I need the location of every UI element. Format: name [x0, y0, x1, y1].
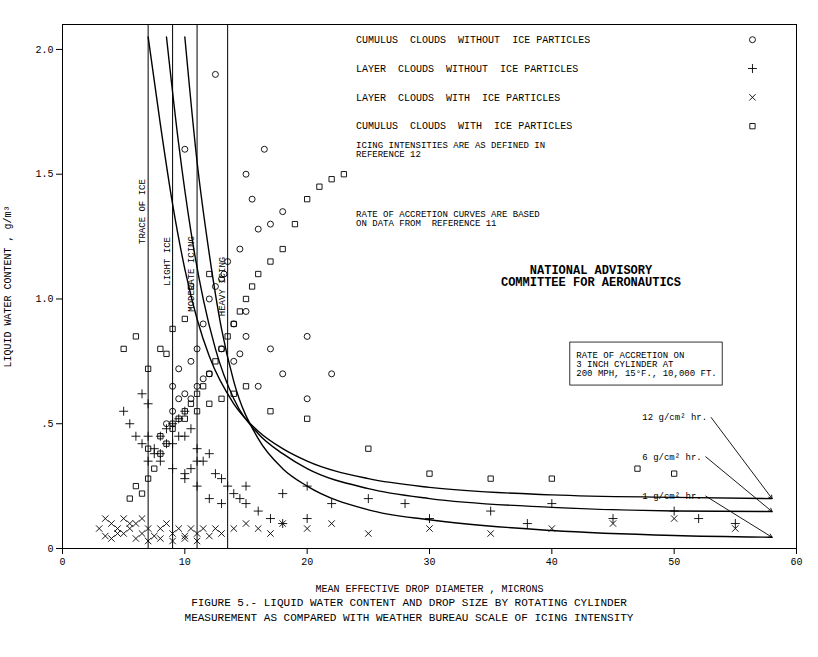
svg-text:40: 40 [546, 557, 558, 568]
svg-text:TRACE OF ICE: TRACE OF ICE [138, 179, 148, 244]
svg-text:0: 0 [59, 557, 65, 568]
svg-text:LIQUID WATER CONTENT , g/m³: LIQUID WATER CONTENT , g/m³ [3, 205, 14, 367]
svg-text:HEAVY ICING: HEAVY ICING [218, 257, 228, 316]
svg-text:0: 0 [47, 544, 53, 555]
svg-text:RATE OF ACCRETION ON3 INCH CYL: RATE OF ACCRETION ON3 INCH CYLINDER AT20… [576, 351, 716, 379]
svg-text:12 g/cm² hr.: 12 g/cm² hr. [642, 413, 707, 423]
svg-text:50: 50 [668, 557, 680, 568]
svg-text:LAYER CLOUDS WITHOUT ICE PA: LAYER CLOUDS WITHOUT ICE PARTICLES [356, 64, 578, 75]
svg-text:LIGHT ICE: LIGHT ICE [163, 237, 173, 286]
svg-text:MEAN EFFECTIVE DROP DIAMETER ,: MEAN EFFECTIVE DROP DIAMETER , MICRONS [315, 584, 543, 595]
svg-text:60: 60 [790, 557, 802, 568]
svg-text:.5: .5 [41, 419, 53, 430]
svg-text:2.0: 2.0 [35, 45, 53, 56]
svg-text:1.0: 1.0 [35, 294, 53, 305]
svg-text:CUMULUS CLOUDS WITH ICE PAR: CUMULUS CLOUDS WITH ICE PARTICLES [356, 121, 572, 132]
svg-text:30: 30 [423, 557, 435, 568]
svg-text:1.5: 1.5 [35, 169, 53, 180]
svg-text:ICING INTENSITIES ARE AS DEFIN: ICING INTENSITIES ARE AS DEFINED INREFER… [356, 141, 545, 160]
html-text:FIGURE 5.- LIQUID WATER CONTEN: FIGURE 5.- LIQUID WATER CONTENT AND DROP… [184, 597, 634, 624]
svg-text:RATE OF ACCRETION CURVES ARE B: RATE OF ACCRETION CURVES ARE BASEDON DAT… [356, 210, 540, 229]
svg-text:CUMULUS CLOUDS WITHOUT ICE: CUMULUS CLOUDS WITHOUT ICE PARTICLES [356, 35, 590, 46]
svg-text:10: 10 [179, 557, 191, 568]
svg-text:MODERATE ICING: MODERATE ICING [187, 236, 198, 312]
svg-text:20: 20 [301, 557, 313, 568]
svg-text:1 g/cm² hr.: 1 g/cm² hr. [642, 492, 701, 502]
svg-text:NATIONAL ADVISORYCOMMITTEE FOR: NATIONAL ADVISORYCOMMITTEE FOR AERONAUTI… [501, 264, 681, 290]
svg-text:6 g/cm² hr.: 6 g/cm² hr. [642, 453, 701, 463]
svg-text:LAYER CLOUDS WITH ICE PARTI: LAYER CLOUDS WITH ICE PARTICLES [356, 93, 560, 104]
